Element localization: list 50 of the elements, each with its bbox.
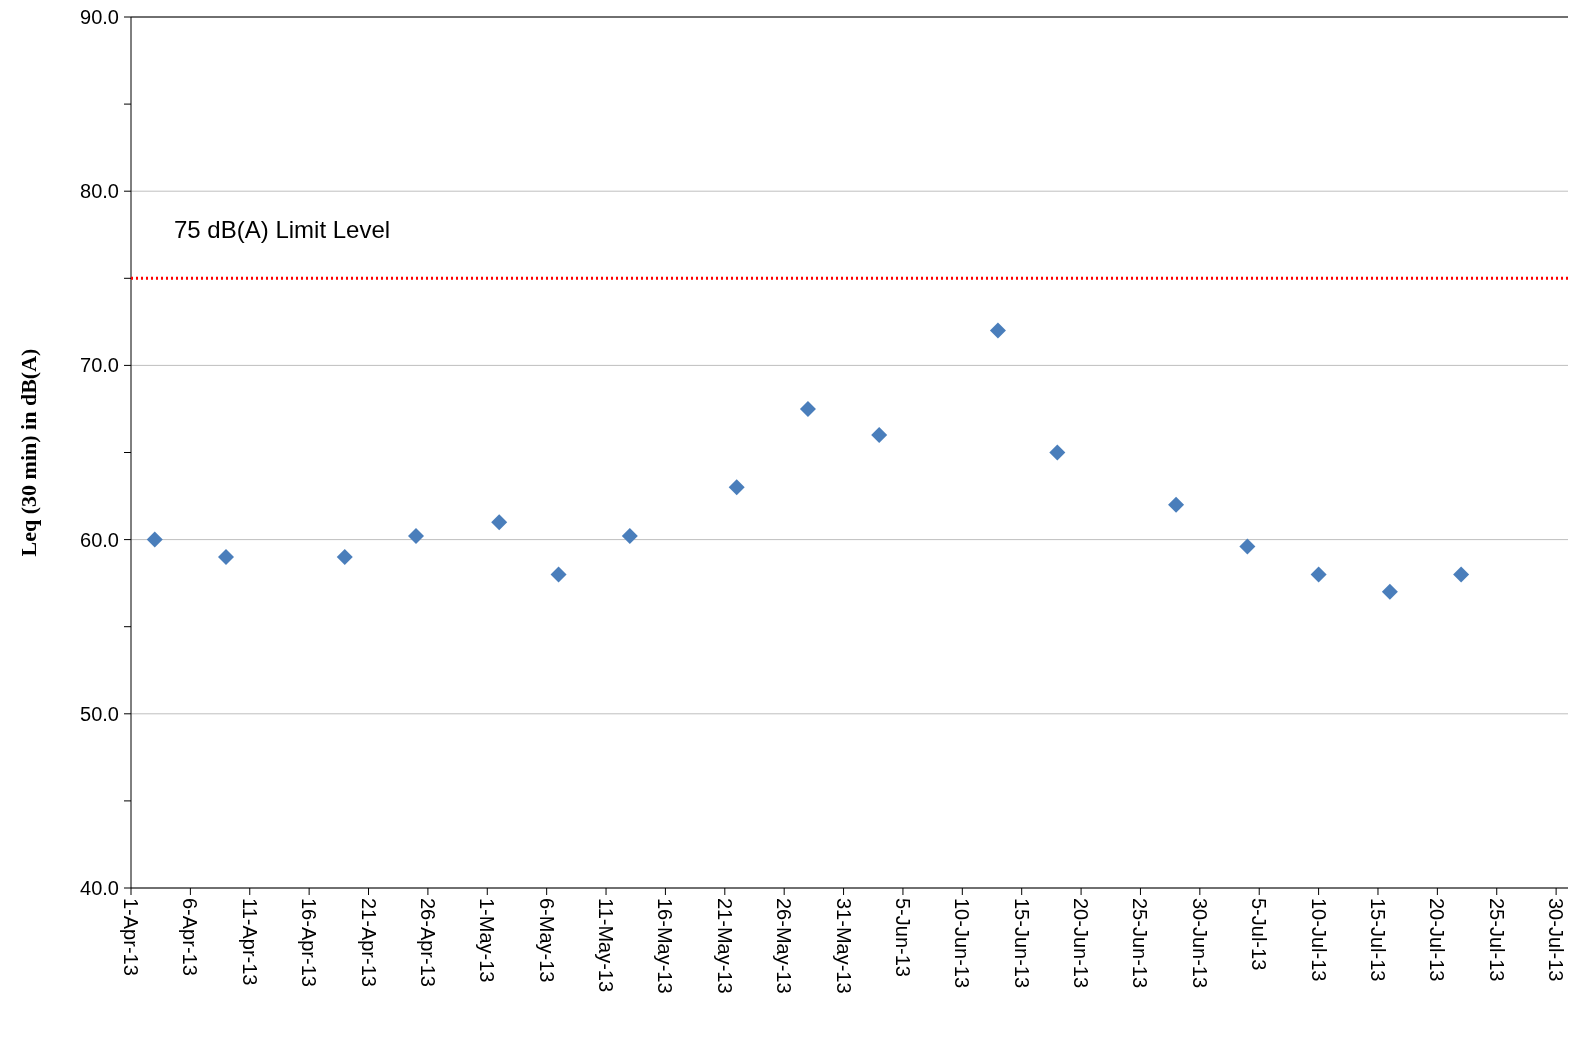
- ref-line-label: 75 dB(A) Limit Level: [174, 216, 391, 244]
- x-tick-label: 25-Jun-13: [1129, 898, 1152, 989]
- x-tick-label: 10-Jun-13: [951, 898, 974, 989]
- x-tick-label: 30-Jun-13: [1188, 898, 1211, 989]
- point: [799, 400, 816, 417]
- x-tick-label: 20-Jul-13: [1426, 898, 1449, 982]
- point: [989, 322, 1006, 339]
- y-tick-label: 40.0: [80, 877, 119, 899]
- y-tick-label: 50.0: [80, 702, 119, 725]
- x-tick-label: 5-Jun-13: [891, 898, 914, 977]
- point: [1049, 444, 1066, 461]
- x-tick-label: 26-Apr-13: [416, 898, 439, 987]
- point: [218, 549, 235, 566]
- x-tick-label: 25-Jul-13: [1485, 898, 1508, 982]
- x-tick-label: 10-Jul-13: [1307, 898, 1330, 982]
- x-tick-label: 15-Jul-13: [1366, 898, 1389, 982]
- x-tick-label: 11-Apr-13: [238, 898, 261, 986]
- x-tick-label: 16-May-13: [654, 898, 677, 994]
- x-tick-label: 1-Apr-13: [120, 898, 142, 976]
- point: [1239, 538, 1256, 555]
- x-tick-label: 30-Jul-13: [1545, 898, 1568, 982]
- x-tick-label: 1-May-13: [476, 898, 499, 983]
- x-tick-label: 15-Jun-13: [1010, 898, 1033, 989]
- x-tick-label: 16-Apr-13: [298, 898, 321, 987]
- y-tick-label: 60.0: [80, 528, 119, 551]
- x-tick-label: 5-Jul-13: [1248, 898, 1271, 971]
- y-tick-label: 80.0: [80, 180, 119, 203]
- point: [491, 514, 508, 531]
- point: [1453, 566, 1470, 583]
- point: [1168, 496, 1185, 513]
- point: [871, 427, 888, 444]
- x-tick-label: 11-May-13: [595, 898, 618, 993]
- point: [1310, 566, 1327, 583]
- y-tick-label: 90.0: [80, 6, 119, 28]
- x-tick-label: 6-Apr-13: [179, 898, 202, 976]
- point: [336, 549, 353, 566]
- x-tick-label: 6-May-13: [535, 898, 558, 983]
- point: [146, 531, 163, 548]
- y-axis-title: Leq (30 min) in dB(A): [16, 348, 41, 557]
- x-tick-label: 31-May-13: [832, 898, 855, 994]
- x-tick-label: 20-Jun-13: [1070, 898, 1093, 989]
- x-tick-label: 21-Apr-13: [357, 898, 380, 987]
- x-tick-label: 26-May-13: [773, 898, 796, 994]
- point: [728, 479, 745, 496]
- x-tick-label: 21-May-13: [713, 898, 736, 994]
- y-tick-label: 70.0: [80, 354, 119, 377]
- point: [621, 528, 638, 545]
- point: [550, 566, 567, 583]
- point: [1381, 583, 1398, 600]
- point: [408, 528, 425, 545]
